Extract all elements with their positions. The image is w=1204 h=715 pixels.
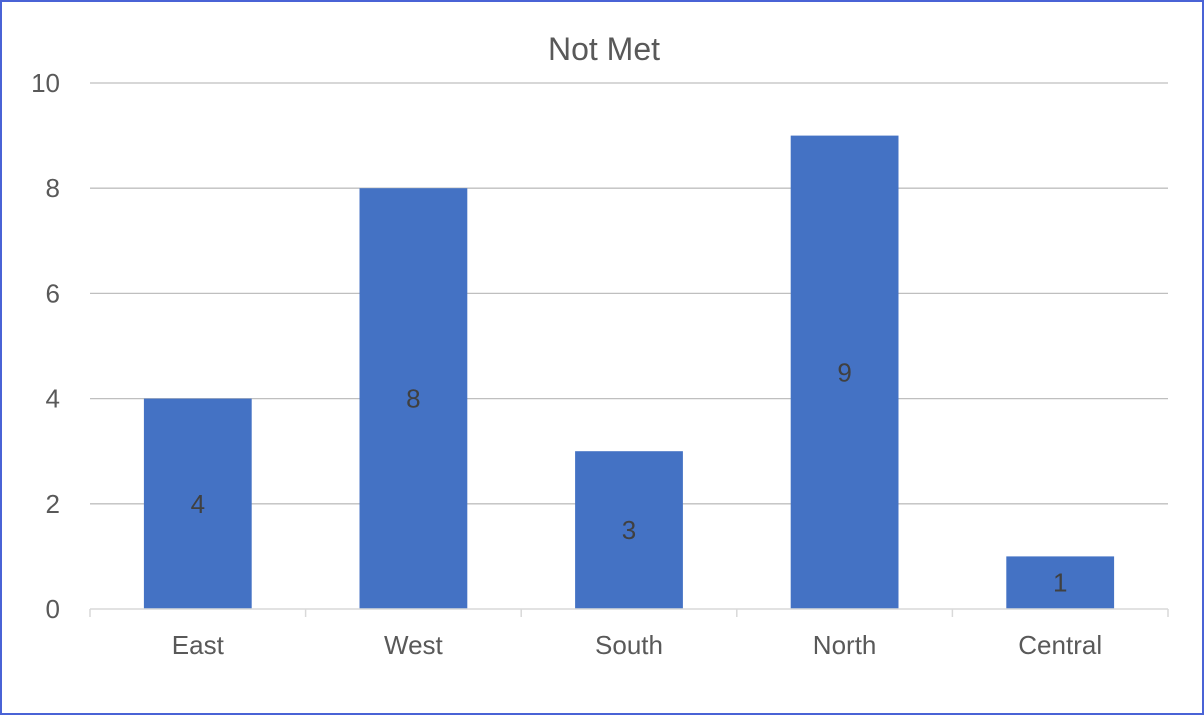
data-label: 3 [622, 515, 636, 545]
y-tick-label: 0 [46, 594, 60, 624]
x-axis-labels: East West South North Central [172, 630, 1102, 660]
bar-north [790, 135, 899, 609]
y-axis-ticks: 0 2 4 6 8 10 [31, 68, 60, 624]
x-tick-label: West [384, 630, 444, 660]
bar-south [575, 451, 683, 609]
data-label: 8 [406, 384, 420, 414]
y-tick-label: 8 [46, 173, 60, 203]
x-tick-label: North [813, 630, 877, 660]
chart-title: Not Met [548, 31, 660, 67]
bar-central [1006, 556, 1115, 609]
gridlines [90, 82, 1168, 505]
data-label: 9 [837, 357, 851, 387]
x-axis [89, 608, 1169, 617]
y-tick-label: 4 [46, 384, 60, 414]
y-tick-label: 6 [46, 278, 60, 308]
data-label: 1 [1053, 568, 1067, 598]
bar-east [143, 398, 252, 609]
data-labels: 4 8 3 9 1 [191, 357, 1068, 597]
y-tick-label: 2 [46, 489, 60, 519]
x-tick-label: Central [1018, 630, 1102, 660]
data-label: 4 [191, 489, 205, 519]
bar-west [359, 188, 468, 609]
x-tick-label: South [595, 630, 663, 660]
bars [143, 135, 1115, 609]
x-tick-label: East [172, 630, 225, 660]
y-tick-label: 10 [31, 68, 60, 98]
